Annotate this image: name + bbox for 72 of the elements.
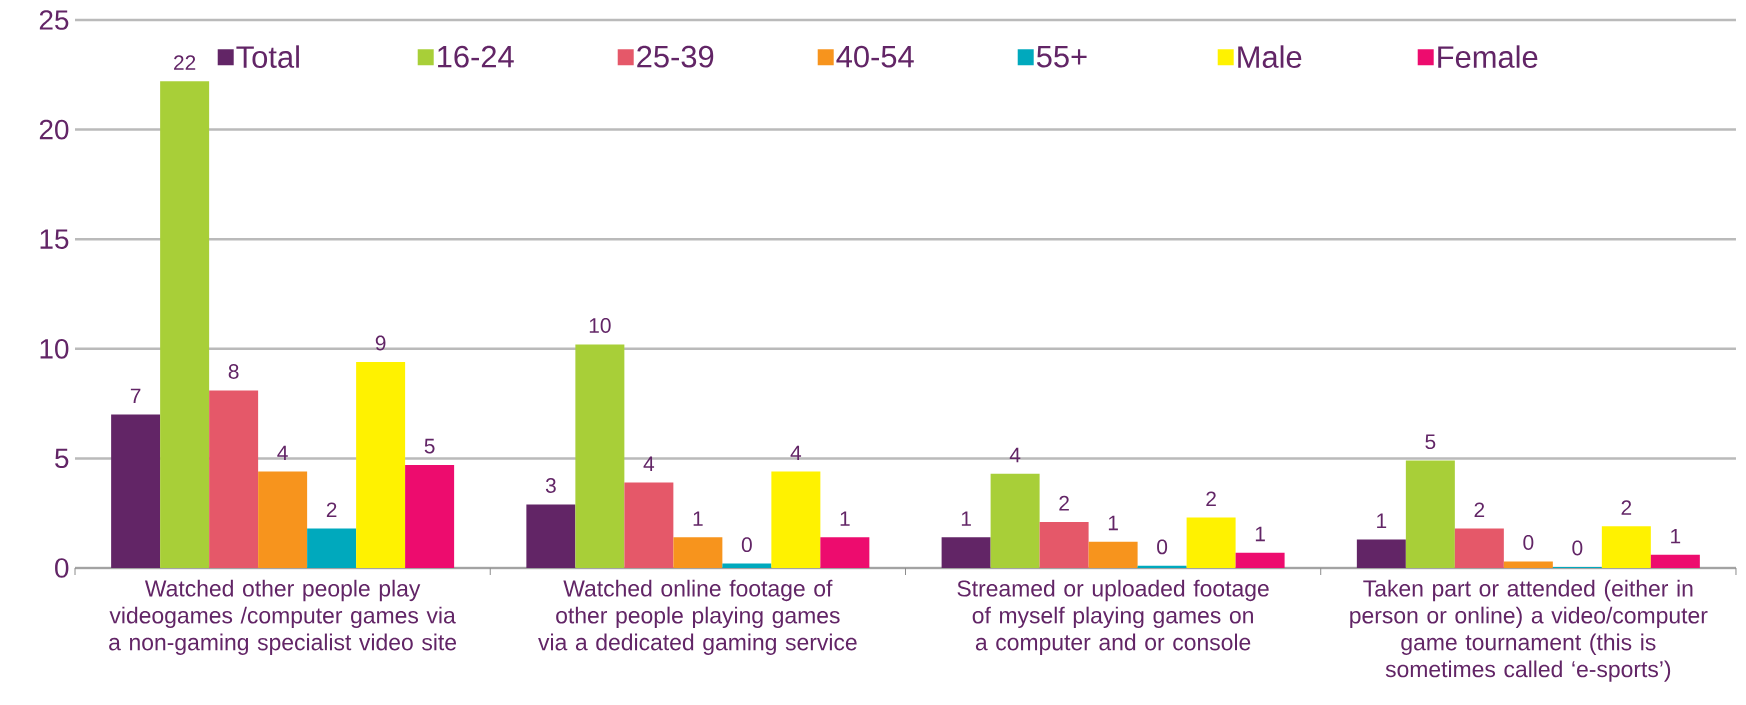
data-label: 8 <box>228 364 239 379</box>
legend-label: 16-24 <box>438 45 514 68</box>
bar <box>1405 460 1455 568</box>
bar <box>1235 552 1285 568</box>
data-label: 22 <box>174 55 196 70</box>
data-label: 2 <box>1206 491 1216 507</box>
bar <box>1137 565 1187 568</box>
data-label: 3 <box>545 478 556 493</box>
y-tick-label: 0 <box>55 558 69 578</box>
data-label: 1 <box>961 511 971 526</box>
data-label: 0 <box>1572 540 1583 556</box>
bar <box>820 537 870 568</box>
data-label: 10 <box>589 318 611 333</box>
bar <box>1503 561 1553 568</box>
legend-label: Male <box>1238 45 1302 68</box>
data-label: 5 <box>424 438 435 454</box>
bar <box>673 537 723 568</box>
data-label: 2 <box>1474 502 1485 518</box>
y-tick-label: 25 <box>39 10 69 30</box>
data-label: 0 <box>741 537 752 553</box>
data-label: 4 <box>643 456 655 471</box>
data-label: 9 <box>375 335 386 351</box>
bar <box>575 344 625 568</box>
bar <box>1039 521 1089 568</box>
x-tick-label: Watched other people play videogames /computer games via a non-gaming specialist video site <box>109 579 457 655</box>
data-label: 1 <box>693 511 703 526</box>
bar <box>405 464 455 568</box>
bar <box>771 471 821 568</box>
bar <box>160 81 210 568</box>
bar <box>356 361 406 568</box>
y-tick-label: 15 <box>40 229 69 249</box>
data-label: 7 <box>130 388 141 404</box>
data-label: 4 <box>277 445 288 461</box>
bar <box>258 471 308 568</box>
y-tick-label: 20 <box>39 119 69 140</box>
data-label: 1 <box>1108 515 1118 531</box>
x-tick-label: Streamed or uploaded footage of myself playing games on a computer and or console <box>957 579 1269 655</box>
legend-label: 40-54 <box>836 45 914 68</box>
bar <box>111 414 161 568</box>
data-label: 2 <box>1059 495 1069 511</box>
bar <box>1601 526 1651 568</box>
data-label: 0 <box>1523 535 1534 550</box>
bar <box>1186 517 1236 568</box>
y-tick-label: 10 <box>40 338 69 359</box>
x-tick-label: Taken part or attended (either in person or online) a video/computer game tournament (this is sometimes called ‘e-sports’) <box>1350 579 1708 682</box>
legend-label: 25-39 <box>637 45 714 68</box>
data-label: 1 <box>1671 528 1681 544</box>
bar <box>526 504 576 568</box>
data-label: 4 <box>790 445 802 461</box>
y-tick-label: 5 <box>55 448 69 469</box>
data-label: 0 <box>1157 539 1168 555</box>
bar <box>941 537 991 568</box>
legend-label: Female <box>1438 45 1538 68</box>
data-label: 1 <box>840 511 850 526</box>
data-label: 2 <box>1621 500 1632 515</box>
data-label: 4 <box>1009 447 1021 463</box>
x-tick-label: Watched online footage of other people playing games via a dedicated gaming service <box>538 579 857 655</box>
data-label: 1 <box>1377 513 1387 528</box>
bar <box>722 563 772 568</box>
data-label: 2 <box>326 502 337 518</box>
legend-label: Total <box>236 45 299 68</box>
legend-label: 55+ <box>1036 45 1087 68</box>
data-label: 5 <box>1425 434 1436 450</box>
bar <box>209 390 259 568</box>
bar <box>1356 539 1406 568</box>
bar <box>1088 541 1138 568</box>
bar <box>624 482 674 568</box>
data-label: 1 <box>1255 526 1265 542</box>
bar <box>307 528 357 568</box>
bar <box>1454 528 1504 568</box>
bar <box>990 473 1040 568</box>
bar <box>1650 554 1700 568</box>
